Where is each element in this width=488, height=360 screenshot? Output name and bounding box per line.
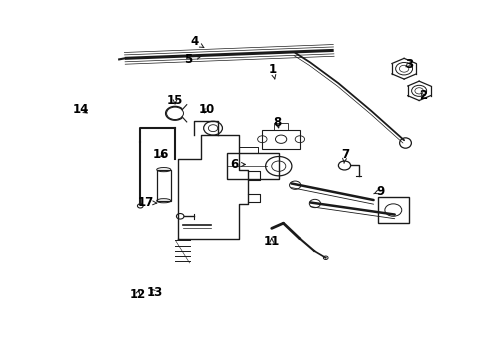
Text: 4: 4 xyxy=(190,35,203,48)
Text: 15: 15 xyxy=(166,94,183,107)
Text: 2: 2 xyxy=(418,89,426,102)
Bar xyxy=(226,153,278,179)
Text: 3: 3 xyxy=(404,58,412,71)
Text: 1: 1 xyxy=(268,63,276,79)
Text: 9: 9 xyxy=(373,185,384,198)
Text: 8: 8 xyxy=(273,117,281,130)
Bar xyxy=(378,197,408,223)
Bar xyxy=(156,170,170,201)
Text: 6: 6 xyxy=(229,158,245,171)
Text: 10: 10 xyxy=(199,103,215,116)
Text: 12: 12 xyxy=(129,288,145,301)
Text: 17: 17 xyxy=(138,196,157,209)
Bar xyxy=(262,130,299,149)
Bar xyxy=(273,123,287,130)
Text: 14: 14 xyxy=(73,103,89,116)
Text: 11: 11 xyxy=(263,235,279,248)
Text: 5: 5 xyxy=(183,53,201,66)
Text: 13: 13 xyxy=(146,286,162,299)
Text: 7: 7 xyxy=(340,148,348,163)
Text: 16: 16 xyxy=(152,148,169,161)
